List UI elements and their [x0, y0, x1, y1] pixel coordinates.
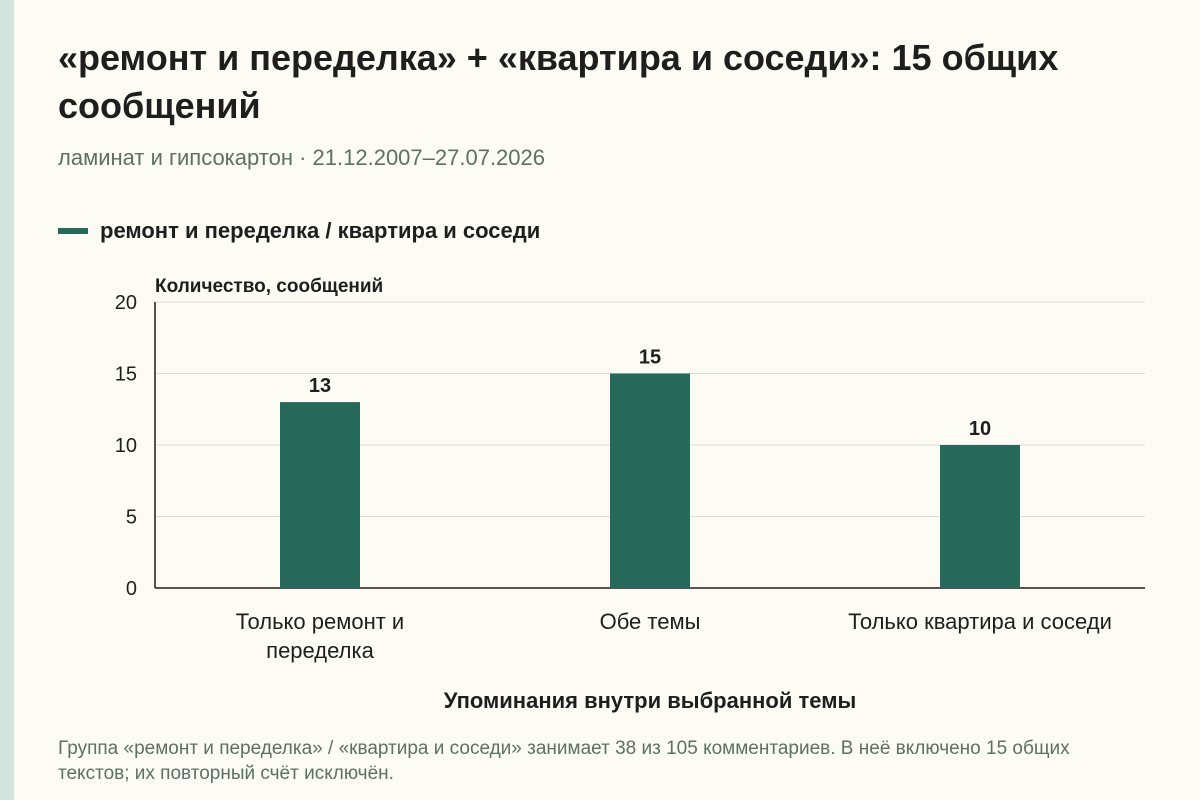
bar [940, 445, 1020, 588]
data-label: 10 [969, 418, 991, 440]
x-tick-label: Только квартира и соседи [848, 609, 1112, 634]
legend: ремонт и переделка / квартира и соседи [58, 218, 540, 244]
y-tick-label: 0 [126, 578, 137, 600]
legend-swatch [58, 228, 88, 234]
left-accent-stripe [0, 0, 14, 800]
x-tick-label: переделка [266, 638, 374, 663]
bar [610, 373, 690, 588]
chart-title: «ремонт и переделка» + «квартира и сосед… [58, 37, 1059, 126]
y-tick-label: 20 [115, 292, 137, 314]
legend-label: ремонт и переделка / квартира и соседи [100, 218, 541, 243]
data-label: 13 [309, 375, 331, 397]
y-tick-label: 5 [126, 507, 137, 529]
x-axis-label: Упоминания внутри выбранной темы [444, 688, 857, 713]
footnote: Группа «ремонт и переделка» / «квартира … [58, 738, 1070, 784]
x-tick-label: Обе темы [600, 609, 701, 634]
y-axis-label: Количество, сообщений [155, 276, 383, 297]
bar [280, 402, 360, 588]
y-tick-label: 10 [115, 435, 137, 457]
y-tick-label: 15 [115, 364, 137, 386]
data-label: 15 [639, 347, 661, 369]
x-tick-label: Только ремонт и [236, 609, 404, 634]
chart-subtitle: ламинат и гипсокартон · 21.12.2007–27.07… [58, 145, 545, 170]
